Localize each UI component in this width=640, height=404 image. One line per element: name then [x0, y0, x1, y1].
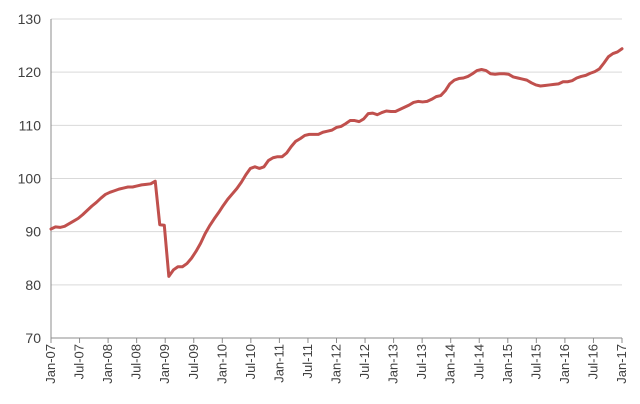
x-tick-label: Jan-15: [500, 344, 515, 384]
x-tick-label: Jan-16: [557, 344, 572, 384]
x-tick-label: Jan-07: [43, 344, 58, 384]
x-tick-label: Jul-11: [300, 344, 315, 378]
x-tick-label: Jul-13: [414, 344, 429, 379]
x-tick-label: Jan-11: [271, 344, 286, 383]
x-tick-label: Jan-09: [157, 344, 172, 384]
x-tick-label: Jan-10: [214, 344, 229, 384]
x-tick-label: Jul-15: [528, 344, 543, 379]
x-tick-label: Jul-16: [585, 344, 600, 379]
y-tick-label: 120: [18, 64, 42, 80]
x-tick-label: Jul-07: [72, 344, 87, 379]
x-tick-label: Jan-17: [614, 344, 629, 384]
series-line: [49, 47, 624, 278]
x-tick-label: Jan-14: [443, 344, 458, 384]
x-tick-label: Jul-08: [129, 344, 144, 379]
x-tick-label: Jan-13: [386, 344, 401, 384]
x-tick-label: Jan-12: [329, 344, 344, 384]
x-tick-label: Jan-08: [100, 344, 115, 384]
x-tick-label: Jul-10: [243, 344, 258, 379]
y-tick-label: 130: [18, 11, 42, 27]
y-tick-label: 100: [18, 171, 42, 187]
x-tick-label: Jul-12: [357, 344, 372, 379]
y-tick-label: 90: [25, 224, 41, 240]
x-tick-label: Jul-09: [186, 344, 201, 379]
y-tick-label: 110: [19, 117, 42, 133]
y-tick-label: 70: [25, 330, 41, 346]
y-tick-label: 80: [25, 277, 41, 293]
x-tick-label: Jul-14: [471, 344, 486, 379]
